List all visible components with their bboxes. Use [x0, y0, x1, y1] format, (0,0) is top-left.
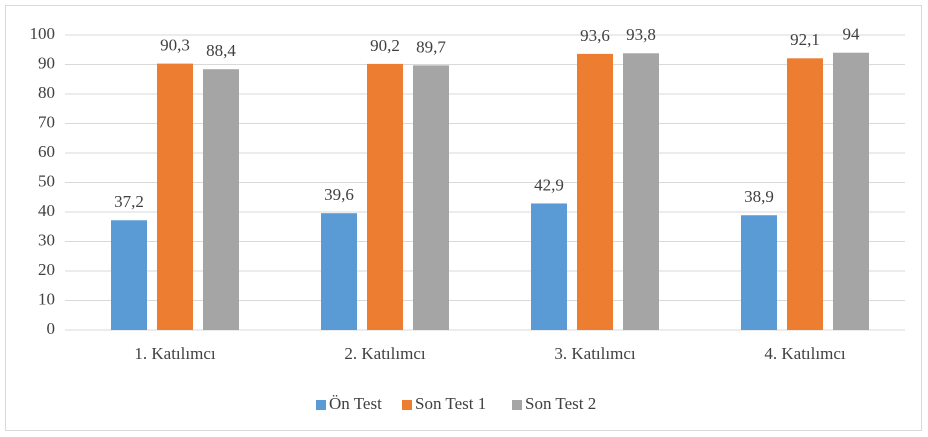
y-tick-label: 20 — [38, 260, 55, 279]
legend-swatch — [402, 400, 412, 410]
data-label: 94 — [843, 25, 861, 44]
legend-label: Son Test 1 — [415, 394, 486, 413]
y-tick-label: 80 — [38, 83, 55, 102]
data-label: 38,9 — [744, 187, 774, 206]
bar — [111, 220, 147, 330]
legend-label: Son Test 2 — [525, 394, 596, 413]
x-tick-label: 1. Katılımcı — [134, 344, 215, 363]
bar — [577, 53, 613, 330]
data-label: 42,9 — [534, 175, 564, 194]
data-label: 90,2 — [370, 36, 400, 55]
data-label: 37,2 — [114, 192, 144, 211]
x-tick-label: 4. Katılımcı — [764, 344, 845, 363]
y-tick-label: 0 — [47, 319, 56, 338]
bar — [833, 52, 869, 330]
data-label: 88,4 — [206, 41, 236, 60]
y-tick-label: 40 — [38, 201, 55, 220]
y-tick-label: 100 — [30, 24, 56, 43]
bar — [157, 63, 193, 331]
legend-swatch — [512, 400, 522, 410]
x-tick-label: 3. Katılımcı — [554, 344, 635, 363]
x-tick-label: 2. Katılımcı — [344, 344, 425, 363]
legend-label: Ön Test — [329, 394, 382, 413]
data-label: 89,7 — [416, 37, 446, 56]
data-label: 92,1 — [790, 30, 820, 49]
bar — [413, 65, 449, 330]
y-tick-label: 10 — [38, 289, 55, 308]
y-tick-label: 50 — [38, 171, 55, 190]
bar — [203, 69, 239, 330]
legend-swatch — [316, 400, 326, 410]
data-label: 93,8 — [626, 25, 656, 44]
data-label: 93,6 — [580, 26, 610, 45]
bar — [321, 213, 357, 330]
bar — [531, 203, 567, 330]
chart-border — [5, 5, 922, 431]
bar — [741, 215, 777, 330]
y-tick-label: 30 — [38, 230, 55, 249]
bar — [623, 53, 659, 330]
y-tick-label: 90 — [38, 53, 55, 72]
y-tick-label: 60 — [38, 142, 55, 161]
data-label: 90,3 — [160, 36, 190, 55]
bar — [367, 63, 403, 330]
bar — [787, 58, 823, 331]
data-label: 39,6 — [324, 185, 354, 204]
y-tick-label: 70 — [38, 112, 55, 131]
